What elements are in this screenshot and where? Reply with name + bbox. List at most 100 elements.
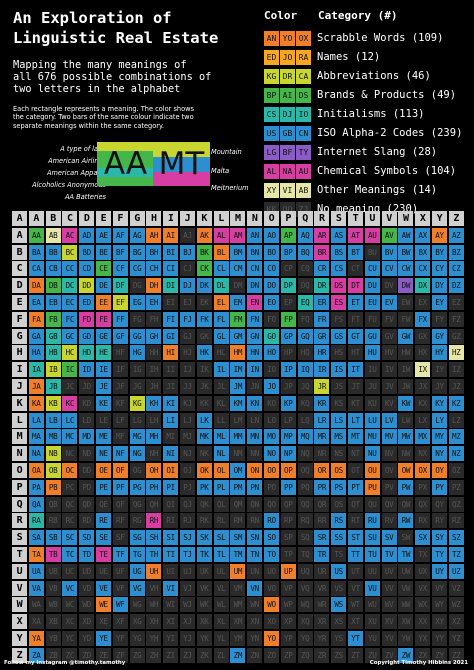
grid-cell: QL — [213, 496, 229, 512]
row-header: N — [12, 446, 27, 462]
grid-cell: RJ — [180, 513, 195, 529]
grid-cell: HW — [398, 345, 414, 361]
page-subtitle: Mapping the many meanings of all 676 pos… — [13, 59, 212, 95]
grid-cell: CE — [96, 261, 111, 277]
grid-cell: RV — [381, 513, 397, 529]
grid-cell: TB — [45, 547, 61, 562]
grid-cell: HS — [331, 345, 347, 361]
grid-cell: IM — [230, 362, 246, 378]
grid-cell: FV — [381, 311, 397, 327]
grid-cell: CU — [364, 261, 380, 277]
grid-cell: IQ — [297, 362, 313, 378]
grid-cell: VU — [364, 580, 380, 596]
grid-cell: MU — [364, 429, 380, 445]
grid-cell: HK — [196, 345, 212, 361]
grid-cell: LS — [331, 412, 347, 428]
grid-cell: DP — [280, 278, 296, 294]
grid-cell: XI — [163, 614, 179, 630]
grid-cell: BU — [364, 244, 380, 260]
grid-cell: TP — [280, 547, 296, 562]
grid-cell: JT — [348, 379, 363, 394]
col-header: Q — [297, 211, 313, 226]
grid-cell: XP — [280, 614, 296, 630]
grid-cell: IJ — [180, 362, 195, 378]
grid-cell: MN — [247, 429, 263, 445]
grid-cell: NN — [247, 446, 263, 462]
grid-cell: GL — [213, 328, 229, 344]
grid-cell: FS — [331, 311, 347, 327]
grid-cell: WG — [129, 597, 145, 613]
grid-cell: BD — [79, 244, 95, 260]
grid-cell: XW — [398, 614, 414, 630]
grid-cell: KB — [45, 395, 61, 411]
grid-cell: UU — [364, 563, 380, 579]
grid-cell: BM — [230, 244, 246, 260]
grid-cell: ZA — [28, 647, 44, 663]
grid-cell: VN — [247, 580, 263, 596]
grid-cell: AX — [415, 227, 431, 243]
grid-cell: MH — [146, 429, 162, 445]
grid-cell: XT — [348, 614, 363, 630]
grid-cell: XF — [112, 614, 128, 630]
grid-cell: ET — [348, 295, 363, 310]
grid-cell: WB — [45, 597, 61, 613]
grid-cell: ZD — [79, 647, 95, 663]
row-header: E — [12, 295, 27, 310]
grid-cell: YM — [230, 631, 246, 646]
mt-bar-3 — [153, 172, 210, 186]
grid-cell: NL — [213, 446, 229, 462]
grid-cell: OE — [96, 463, 111, 478]
grid-cell: QA — [28, 496, 44, 512]
grid-cell: MX — [415, 429, 431, 445]
grid-cell: TI — [163, 547, 179, 562]
grid-cell: JQ — [297, 379, 313, 394]
grid-cell: TC — [62, 547, 78, 562]
grid-cell: EL — [213, 295, 229, 310]
grid-cell: EC — [62, 295, 78, 310]
grid-cell: VY — [432, 580, 447, 596]
grid-cell: KZ — [448, 395, 464, 411]
grid-cell: KN — [247, 395, 263, 411]
grid-cell: YL — [213, 631, 229, 646]
mt-meaning-1: Mountain — [211, 148, 242, 156]
grid-cell: ZQ — [297, 647, 313, 663]
grid-cell: OR — [314, 463, 330, 478]
grid-cell: MS — [331, 429, 347, 445]
grid-cell: GE — [96, 328, 111, 344]
grid-cell: PN — [247, 479, 263, 495]
grid-cell: YA — [28, 631, 44, 646]
grid-cell: DN — [247, 278, 263, 294]
grid-cell: FL — [213, 311, 229, 327]
grid-cell: JR — [314, 379, 330, 394]
grid-cell: AD — [79, 227, 95, 243]
grid-cell: FH — [146, 311, 162, 327]
grid-cell: QO — [264, 496, 279, 512]
grid-cell: QZ — [448, 496, 464, 512]
grid-cell: AK — [196, 227, 212, 243]
aa-bar-1 — [97, 142, 154, 151]
grid-cell: NX — [415, 446, 431, 462]
grid-cell: UX — [415, 563, 431, 579]
grid-cell: OL — [213, 463, 229, 478]
grid-cell: BK — [196, 244, 212, 260]
legend-swatch-chem: AU — [296, 164, 311, 179]
grid-cell: ZP — [280, 647, 296, 663]
grid-cell: PZ — [448, 479, 464, 495]
row-header: X — [12, 614, 27, 630]
grid-cell: JM — [230, 379, 246, 394]
grid-cell: IY — [432, 362, 447, 378]
grid-cell: ZF — [112, 647, 128, 663]
legend-swatch-slang: TY — [296, 145, 311, 160]
grid-cell: VQ — [297, 580, 313, 596]
grid-cell: TT — [348, 547, 363, 562]
grid-cell: CN — [247, 261, 263, 277]
grid-cell: IF — [112, 362, 128, 378]
grid-cell: JH — [146, 379, 162, 394]
grid-cell: EX — [415, 295, 431, 310]
grid-cell: MM — [230, 429, 246, 445]
grid-cell: AY — [432, 227, 447, 243]
col-header: L — [213, 211, 229, 226]
grid-cell: NP — [280, 446, 296, 462]
row-header: Q — [12, 496, 27, 512]
grid-cell: FB — [45, 311, 61, 327]
